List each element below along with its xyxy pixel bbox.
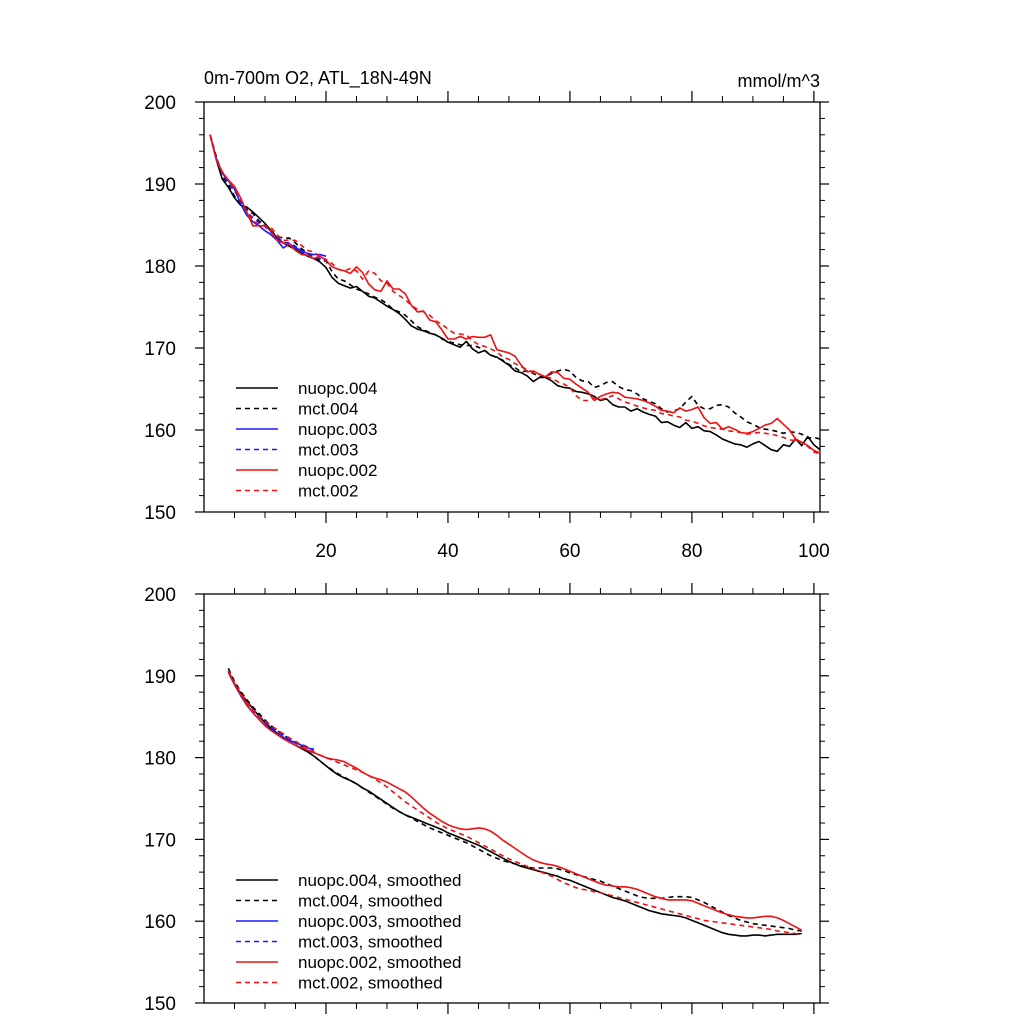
y-tick-label: 160 — [144, 421, 176, 442]
y-tick-label: 150 — [144, 503, 176, 524]
y-tick-label: 180 — [144, 257, 176, 278]
y-tick-label: 180 — [144, 749, 176, 770]
x-tick-label: 80 — [681, 541, 702, 562]
legend-label: mct.004 — [298, 400, 358, 419]
y-tick-label: 170 — [144, 830, 176, 851]
y-tick-label: 200 — [144, 585, 176, 606]
series-line-mct-002 — [209, 134, 821, 455]
x-tick-label: 60 — [559, 541, 580, 562]
plot-frame — [203, 593, 821, 1004]
units-label: mmol/m^3 — [738, 71, 820, 91]
chart-title: 0m-700m O2, ATL_18N-49N — [204, 68, 432, 89]
legend-label: nuopc.004, smoothed — [298, 871, 462, 890]
series-line-nuopc-002 — [209, 134, 821, 454]
legend-label: mct.002, smoothed — [298, 974, 443, 993]
series-line-mct-004-smoothed — [227, 668, 802, 932]
x-tick-label: 100 — [798, 541, 830, 562]
y-tick-label: 170 — [144, 339, 176, 360]
legend-label: nuopc.002 — [298, 461, 377, 480]
y-tick-label: 160 — [144, 912, 176, 933]
x-tick-label: 40 — [437, 541, 458, 562]
legend-label: mct.003 — [298, 441, 358, 460]
y-tick-label: 200 — [144, 93, 176, 114]
x-tick-label: 20 — [315, 541, 336, 562]
series-line-mct-003 — [209, 134, 327, 262]
legend-label: nuopc.003, smoothed — [298, 912, 462, 931]
legend-label: mct.003, smoothed — [298, 933, 443, 952]
series-line-mct-003-smoothed — [227, 670, 315, 751]
series-line-nuopc-003 — [209, 134, 327, 257]
legend-label: nuopc.002, smoothed — [298, 953, 462, 972]
series-line-nuopc-003-smoothed — [227, 672, 315, 751]
y-tick-label: 190 — [144, 667, 176, 688]
top-panel: 150 160 170 180 190 200 20 40 60 80 100 nuopc.004 mc… — [144, 91, 830, 562]
bottom-panel: 150 160 170 180 190 200 nuopc.004, smoothed mct… — [144, 583, 829, 1015]
y-tick-label: 190 — [144, 175, 176, 196]
series-line-mct-002-smoothed — [227, 670, 802, 936]
plot-frame — [203, 101, 821, 513]
legend-label: nuopc.004 — [298, 379, 377, 398]
y-tick-label: 150 — [144, 994, 176, 1015]
legend-label: mct.004, smoothed — [298, 892, 443, 911]
legend-label: nuopc.003 — [298, 420, 377, 439]
legend-label: mct.002 — [298, 482, 358, 501]
series-line-nuopc-002-smoothed — [227, 671, 803, 931]
